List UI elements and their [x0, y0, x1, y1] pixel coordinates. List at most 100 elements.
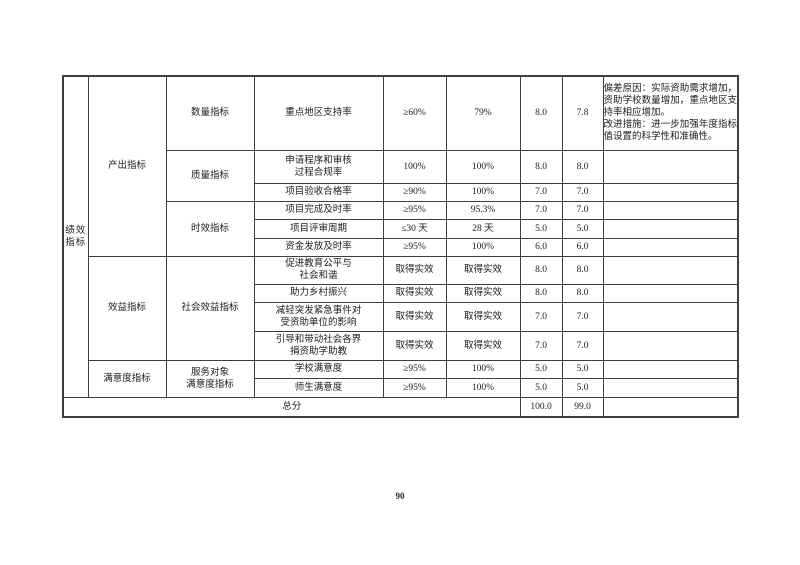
score-cell: 7.0: [561, 330, 604, 361]
target-cell: ≥95%: [382, 377, 447, 398]
target-cell: ≤30 天: [382, 218, 447, 239]
section-cell-benefit: 效益指标: [87, 255, 167, 361]
score-cell: 8.0: [561, 149, 604, 184]
indicator-line: 促进教育公平与: [285, 259, 352, 269]
weight-cell: 7.0: [519, 182, 563, 202]
score-cell: 7.0: [561, 301, 604, 332]
actual-cell: 28 天: [445, 218, 521, 239]
score-cell: 7.8: [561, 75, 604, 151]
score-cell: 7.0: [561, 200, 604, 220]
total-row: 总分 100.0 99.0: [62, 396, 739, 418]
target-cell: ≥95%: [382, 237, 447, 257]
actual-cell: 95.3%: [445, 200, 521, 220]
remark-cell: [602, 377, 739, 398]
weight-cell: 8.0: [519, 149, 563, 184]
actual-cell: 79%: [445, 75, 521, 151]
remark-deviation-text: 偏差原因：实际资助需求增加，资助学校数量增加，重点地区支持率相应增加。: [603, 84, 737, 119]
section-cell-output: 产出指标: [87, 75, 167, 257]
indicator-cell: 引导和带动社会各界 捐资助学助教: [253, 330, 384, 361]
weight-cell: 7.0: [519, 200, 563, 220]
target-cell: 取得实效: [382, 255, 447, 285]
remark-cell: [602, 330, 739, 361]
subsection-cell-quantity: 数量指标: [165, 75, 255, 151]
subsection-cell-social: 社会效益指标: [165, 255, 255, 361]
remark-cell: [602, 359, 739, 379]
remark-cell: [602, 182, 739, 202]
remark-cell: [602, 237, 739, 257]
indicator-cell: 减轻突发紧急事件对 受资助单位的影响: [253, 301, 384, 332]
target-cell: 取得实效: [382, 330, 447, 361]
table-row: 绩效指标 产出指标 数量指标 重点地区支持率 ≥60% 79% 8.0 7.8 …: [62, 75, 739, 398]
indicator-cell: 重点地区支持率: [253, 75, 384, 151]
section-cell-satisfaction: 满意度指标: [87, 359, 167, 398]
subsection-line: 满意度指标: [186, 379, 234, 390]
total-score-cell: 99.0: [561, 396, 604, 418]
weight-cell: 5.0: [519, 218, 563, 239]
indicator-cell: 申请程序和审核 过程合规率: [253, 149, 384, 184]
target-cell: 取得实效: [382, 283, 447, 303]
subsection-cell-timeliness: 时效指标: [165, 200, 255, 257]
remark-cell: [602, 255, 739, 285]
target-cell: ≥60%: [382, 75, 447, 151]
target-cell: 100%: [382, 149, 447, 184]
indicator-line: 受资助单位的影响: [280, 317, 357, 328]
total-label-cell: 总分: [62, 396, 521, 418]
table-row: 助力乡村振兴 取得实效 取得实效 8.0 8.0: [63, 283, 739, 303]
weight-cell: 8.0: [519, 75, 563, 151]
indicator-line: 过程合规率: [294, 167, 343, 178]
group-label-cell: 绩效指标: [62, 75, 89, 398]
subsection-cell-quality: 质量指标: [165, 149, 255, 202]
table-row: 满意度指标 服务对象 满意度指标 学校满意度 ≥95% 100% 5.0 5.0: [63, 359, 739, 398]
actual-cell: 100%: [445, 237, 521, 257]
indicator-line: 引导和带动社会各界: [275, 334, 362, 345]
score-cell: 8.0: [561, 255, 604, 285]
page-number: 90: [395, 491, 405, 501]
table-row: 效益指标 社会效益指标 促进教育公平与 社会和谐 取得实效 取得实效 8.0 8…: [63, 255, 739, 361]
actual-cell: 取得实效: [445, 255, 521, 285]
actual-cell: 取得实效: [445, 330, 521, 361]
weight-cell: 6.0: [519, 237, 563, 257]
score-cell: 5.0: [561, 377, 604, 398]
remark-cell: [602, 200, 739, 220]
weight-cell: 7.0: [519, 301, 563, 332]
indicator-cell: 项目验收合格率: [253, 182, 384, 202]
total-weight-cell: 100.0: [519, 396, 563, 418]
indicator-line: 捐资助学助教: [289, 346, 347, 357]
target-cell: 取得实效: [382, 301, 447, 332]
remark-cell: [602, 218, 739, 239]
indicator-cell: 师生满意度: [253, 377, 384, 398]
target-cell: ≥95%: [382, 359, 447, 379]
score-cell: 7.0: [561, 182, 604, 202]
actual-cell: 100%: [445, 149, 521, 184]
score-cell: 8.0: [561, 283, 604, 303]
weight-cell: 5.0: [519, 377, 563, 398]
remark-cell: [602, 283, 739, 303]
subsection-line: 服务对象: [190, 367, 229, 378]
score-cell: 6.0: [561, 237, 604, 257]
indicator-line: 申请程序和审核: [285, 155, 352, 166]
indicator-line: 社会和谐: [299, 271, 338, 281]
remark-cell: 偏差原因：实际资助需求增加，资助学校数量增加，重点地区支持率相应增加。 改进措施…: [602, 75, 739, 151]
indicator-cell: 助力乡村振兴: [253, 283, 384, 303]
indicator-cell: 项目完成及时率: [253, 200, 384, 220]
total-remark-cell: [602, 396, 739, 418]
target-cell: ≥95%: [382, 200, 447, 220]
table-row: 引导和带动社会各界 捐资助学助教 取得实效 取得实效 7.0 7.0: [63, 330, 739, 361]
remark-cell: [602, 149, 739, 184]
performance-table: 绩效指标 产出指标 数量指标 重点地区支持率 ≥60% 79% 8.0 7.8 …: [62, 75, 739, 418]
actual-cell: 100%: [445, 359, 521, 379]
indicator-line: 减轻突发紧急事件对: [275, 305, 362, 316]
actual-cell: 取得实效: [445, 283, 521, 303]
indicator-cell: 学校满意度: [253, 359, 384, 379]
score-cell: 5.0: [561, 218, 604, 239]
remark-improvement-text: 改进措施：进一步加强年度指标值设置的科学性和准确性。: [603, 120, 737, 143]
table-row: 减轻突发紧急事件对 受资助单位的影响 取得实效 取得实效 7.0 7.0: [63, 301, 739, 332]
indicator-cell: 促进教育公平与 社会和谐: [253, 255, 384, 285]
actual-cell: 100%: [445, 377, 521, 398]
weight-cell: 7.0: [519, 330, 563, 361]
table-row: 资金发放及时率 ≥95% 100% 6.0 6.0: [63, 237, 739, 257]
indicator-cell: 资金发放及时率: [253, 237, 384, 257]
score-cell: 5.0: [561, 359, 604, 379]
indicator-cell: 项目评审周期: [253, 218, 384, 239]
